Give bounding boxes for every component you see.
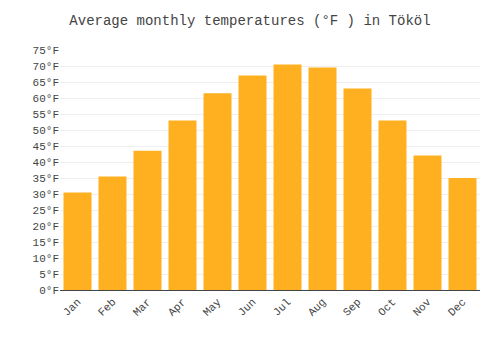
svg-text:Feb: Feb <box>96 296 118 318</box>
svg-text:Oct: Oct <box>376 296 398 318</box>
svg-text:75°F: 75°F <box>33 45 59 57</box>
svg-text:Average monthly temperatures (: Average monthly temperatures (°F ) in Tö… <box>69 13 430 29</box>
svg-text:5°F: 5°F <box>39 269 59 281</box>
svg-text:Jan: Jan <box>61 296 83 318</box>
svg-text:65°F: 65°F <box>33 77 59 89</box>
svg-text:30°F: 30°F <box>33 189 59 201</box>
svg-text:Dec: Dec <box>446 296 468 318</box>
svg-text:45°F: 45°F <box>33 141 59 153</box>
svg-text:Jun: Jun <box>236 296 258 318</box>
svg-text:Mar: Mar <box>131 296 153 318</box>
svg-text:35°F: 35°F <box>33 173 59 185</box>
svg-text:70°F: 70°F <box>33 61 59 73</box>
svg-text:50°F: 50°F <box>33 125 59 137</box>
svg-text:Nov: Nov <box>411 296 434 319</box>
svg-text:55°F: 55°F <box>33 109 59 121</box>
svg-text:Jul: Jul <box>271 296 293 318</box>
svg-text:10°F: 10°F <box>33 253 59 265</box>
svg-text:May: May <box>201 296 224 319</box>
svg-text:Aug: Aug <box>306 296 328 318</box>
svg-text:Apr: Apr <box>166 296 188 318</box>
svg-text:60°F: 60°F <box>33 93 59 105</box>
svg-text:15°F: 15°F <box>33 237 59 249</box>
svg-text:25°F: 25°F <box>33 205 59 217</box>
svg-text:0°F: 0°F <box>39 285 59 297</box>
svg-text:Sep: Sep <box>341 296 363 318</box>
svg-text:20°F: 20°F <box>33 221 59 233</box>
svg-text:40°F: 40°F <box>33 157 59 169</box>
